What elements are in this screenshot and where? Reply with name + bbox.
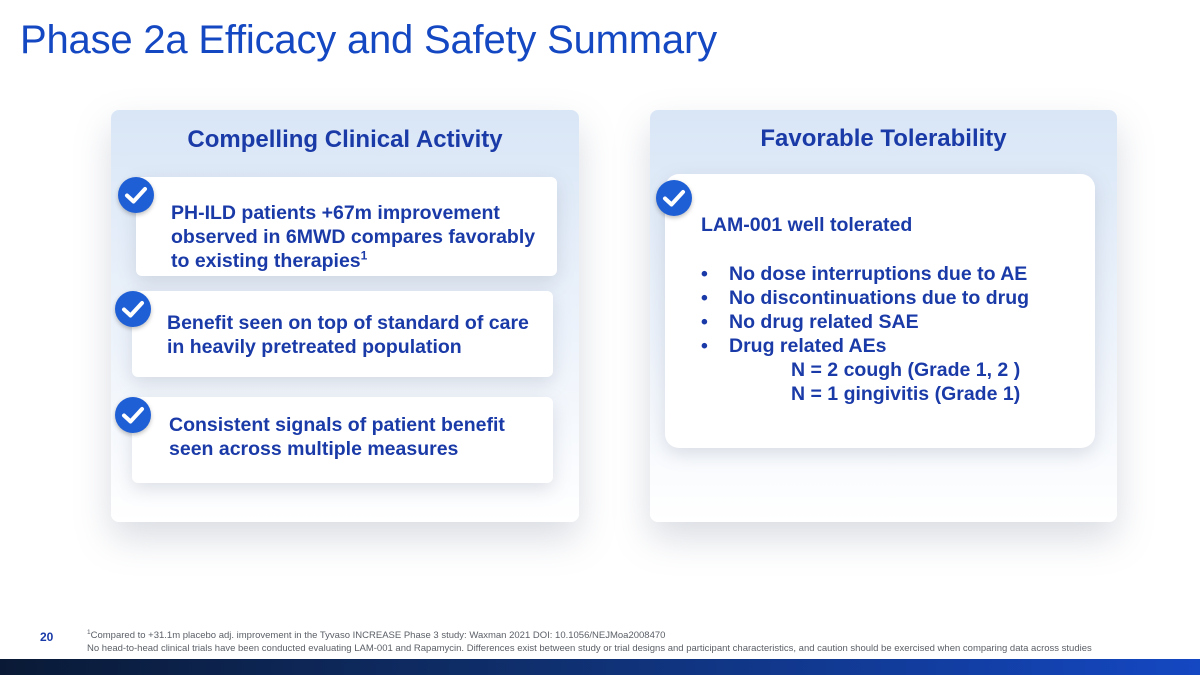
footnote-marker: 1 [87,628,91,636]
footnote-1-text: Compared to +31.1m placebo adj. improvem… [90,630,666,641]
card-patient-benefit: Consistent signals of patient benefit se… [132,397,553,483]
check-circle-icon [115,397,151,433]
footnote-2: No head-to-head clinical trials have bee… [87,643,1092,654]
card-6mwd-improvement: PH-ILD patients +67m improvement observe… [136,177,557,276]
list-item: • Drug related AEs [701,334,1029,358]
clinical-activity-heading: Compelling Clinical Activity [187,126,503,153]
card-patient-benefit-line-1: Consistent signals of patient benefit [169,414,505,436]
footer-bar [0,659,1200,675]
tolerability-bullet-list: • No dose interruptions due to AE • No dis… [701,262,1029,358]
card-standard-of-care-line-1: Benefit seen on top of standard of care [167,312,529,334]
card-standard-of-care-text: Benefit seen on top of standard of care … [167,311,529,359]
bullet-text: Drug related AEs [729,335,887,357]
check-circle-icon [115,291,151,327]
page-number: 20 [40,630,54,644]
card-patient-benefit-text: Consistent signals of patient benefit se… [169,413,505,461]
bullet-text: No discontinuations due to drug [729,287,1030,309]
card-6mwd-line-2: observed in 6MWD compares favorably [171,226,536,248]
footnotes: 1Compared to +31.1m placebo adj. improve… [87,629,1092,655]
ae-sub-item-gingivitis: N = 1 gingivitis (Grade 1) [791,383,1021,405]
footnote-1: 1Compared to +31.1m placebo adj. improve… [87,629,1092,642]
check-circle-icon [656,180,692,216]
card-6mwd-line-3: to existing therapies1 [171,249,535,273]
bullet-marker: • [701,311,708,333]
clinical-activity-panel: Compelling Clinical Activity PH-ILD pati… [111,110,579,522]
card-patient-benefit-line-2: seen across multiple measures [169,438,459,460]
bullet-marker: • [701,335,708,357]
list-item: • No drug related SAE [701,310,1029,334]
check-circle-icon [118,177,154,213]
tolerability-heading: Favorable Tolerability [760,125,1007,152]
bullet-marker: • [701,263,708,285]
card-6mwd-text: PH-ILD patients +67m improvement observe… [171,201,535,273]
tolerability-panel: Favorable Tolerability LAM-001 well tole… [650,110,1117,522]
bullet-text: No dose interruptions due to AE [729,263,1028,285]
card-standard-of-care: Benefit seen on top of standard of care … [132,291,553,377]
footnote-ref-marker: 1 [360,248,368,263]
ae-sub-item-cough: N = 2 cough (Grade 1, 2 ) [791,359,1021,381]
tolerability-card: LAM-001 well tolerated • No dose interrup… [665,174,1095,448]
card-standard-of-care-line-2: in heavily pretreated population [167,336,462,358]
tolerability-card-heading: LAM-001 well tolerated [701,214,913,236]
bullet-text: No drug related SAE [729,311,919,333]
slide-title: Phase 2a Efficacy and Safety Summary [20,18,717,62]
bullet-marker: • [701,287,708,309]
card-6mwd-line-1: PH-ILD patients +67m improvement [171,202,500,224]
card-6mwd-line-3-text: to existing therapies [171,250,361,272]
list-item: • No dose interruptions due to AE [701,262,1029,286]
list-item: • No discontinuations due to drug [701,286,1029,310]
